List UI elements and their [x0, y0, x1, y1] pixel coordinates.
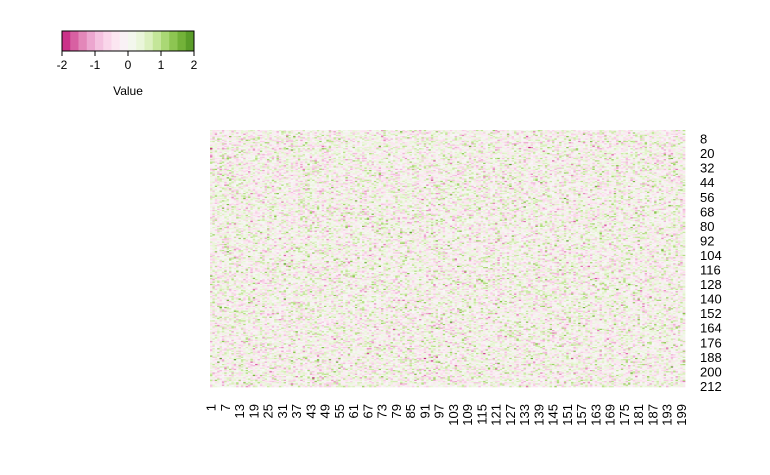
color-key-swatch: [95, 31, 104, 51]
color-key-tick-label: 0: [125, 58, 132, 72]
color-key-swatch: [153, 31, 162, 51]
color-key-swatch: [112, 31, 121, 51]
color-key: -2 -1 0 1 2 Value: [57, 31, 198, 98]
color-key-tick-label: -1: [90, 58, 101, 72]
color-key-title: Value: [113, 84, 143, 98]
color-key-swatch: [103, 31, 112, 51]
color-key-swatch: [178, 31, 187, 51]
color-key-tick-label: 2: [191, 58, 198, 72]
color-key-tick-label: -2: [57, 58, 68, 72]
heatmap-grid: [210, 130, 685, 387]
color-key-swatch: [136, 31, 145, 51]
color-key-swatch: [128, 31, 137, 51]
color-key-swatch: [186, 31, 195, 51]
color-key-tick-label: 1: [158, 58, 165, 72]
color-key-swatch: [120, 31, 129, 51]
color-key-swatch: [70, 31, 79, 51]
color-key-swatch: [169, 31, 178, 51]
color-key-swatch: [87, 31, 96, 51]
color-key-swatches: [62, 31, 194, 51]
color-key-swatch: [62, 31, 71, 51]
color-key-ticks: -2 -1 0 1 2: [57, 51, 198, 72]
color-key-swatch: [79, 31, 88, 51]
color-key-swatch: [145, 31, 154, 51]
color-key-swatch: [161, 31, 170, 51]
